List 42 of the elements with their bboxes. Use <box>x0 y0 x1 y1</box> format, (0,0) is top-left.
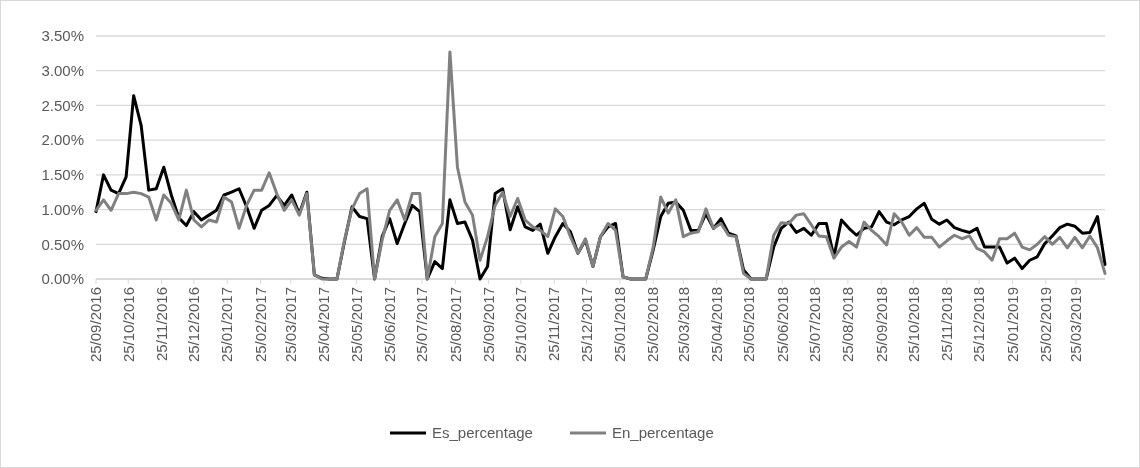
y-tick-label: 1.00% <box>41 200 84 218</box>
x-tick-label: 25/08/2018 <box>839 287 857 363</box>
x-tick-label: 25/07/2018 <box>805 287 823 363</box>
y-tick-label: 0.00% <box>41 270 84 288</box>
x-tick-label: 25/09/2016 <box>87 287 105 363</box>
y-tick-label: 3.00% <box>41 61 84 79</box>
x-tick-label: 25/11/2016 <box>152 287 170 361</box>
y-tick-label: 1.50% <box>41 166 84 184</box>
x-tick-label: 25/08/2017 <box>446 287 464 363</box>
y-tick-label: 3.50% <box>41 27 84 45</box>
x-tick-label: 25/11/2017 <box>545 287 563 361</box>
y-tick-label: 0.50% <box>41 235 84 253</box>
x-tick-label: 25/02/2019 <box>1037 287 1055 363</box>
x-tick-label: 25/06/2018 <box>773 287 791 363</box>
legend-label: Es_percentage <box>432 424 533 442</box>
x-tick-label: 25/06/2017 <box>380 287 398 363</box>
x-tick-label: 25/02/2017 <box>251 287 269 363</box>
x-tick-label: 25/04/2017 <box>315 287 333 363</box>
x-tick-label: 25/07/2017 <box>413 287 431 363</box>
y-tick-label: 2.00% <box>41 131 84 149</box>
x-tick-label: 25/01/2018 <box>611 287 629 363</box>
x-tick-label: 25/03/2019 <box>1067 287 1085 363</box>
x-tick-label: 25/10/2016 <box>119 287 137 363</box>
x-tick-label: 25/10/2018 <box>904 287 922 363</box>
x-tick-label: 25/10/2017 <box>512 287 530 363</box>
y-tick-label: 2.50% <box>41 96 84 114</box>
x-tick-label: 25/03/2018 <box>674 287 692 363</box>
x-tick-label: 25/12/2016 <box>185 287 203 363</box>
x-tick-label: 25/04/2018 <box>707 287 725 363</box>
x-tick-label: 25/01/2017 <box>218 287 236 363</box>
x-tick-label: 25/05/2018 <box>740 287 758 363</box>
x-tick-label: 25/12/2017 <box>577 287 595 363</box>
x-tick-label: 25/02/2018 <box>644 287 662 363</box>
x-tick-label: 25/09/2018 <box>872 287 890 363</box>
x-tick-label: 25/12/2018 <box>970 287 988 363</box>
x-tick-label: 25/09/2017 <box>479 287 497 363</box>
x-tick-label: 25/11/2018 <box>938 287 956 361</box>
line-series <box>94 50 1107 281</box>
legend-label: En_percentage <box>612 424 714 442</box>
x-tick-label: 25/01/2019 <box>1003 287 1021 363</box>
x-tick-label: 25/03/2017 <box>281 287 299 363</box>
x-tick-label: 25/05/2017 <box>347 287 365 363</box>
